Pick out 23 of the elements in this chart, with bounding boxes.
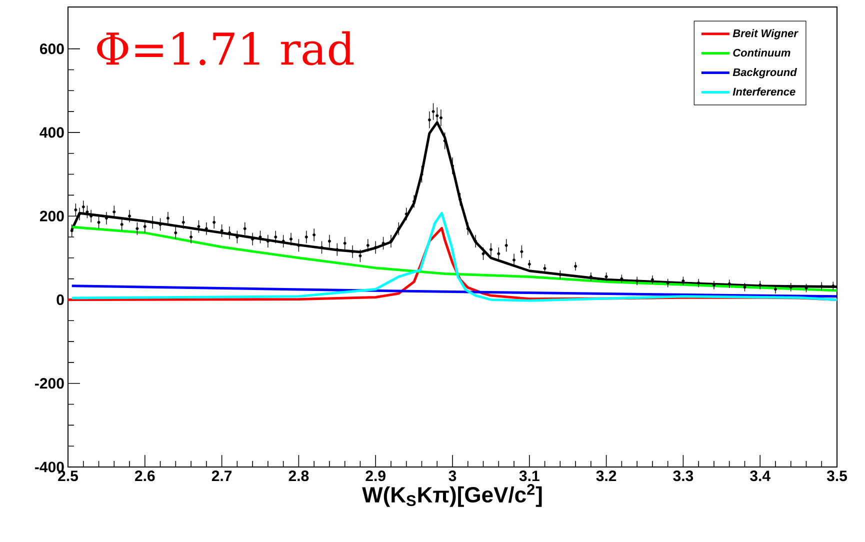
x-tick-label: 2.7 xyxy=(212,470,232,482)
y-tick-label: 0 xyxy=(56,294,64,306)
y-tick-label: -400 xyxy=(35,462,64,472)
x-tick-label: 2.9 xyxy=(366,470,386,482)
legend-label: Interference xyxy=(732,88,796,96)
y-tick-label: 600 xyxy=(40,44,64,54)
legend-label: Background xyxy=(732,68,798,78)
x-tick-label: 3.2 xyxy=(596,470,616,482)
x-tick-label: 2.5 xyxy=(58,470,78,482)
y-tick-label: 200 xyxy=(40,210,64,222)
x-tick-label: 3 xyxy=(448,470,456,482)
x-tick-label: 2.8 xyxy=(288,470,309,482)
y-tick-label: -200 xyxy=(35,378,64,389)
annotation: Φ=1.71 rad xyxy=(97,31,354,66)
legend-label: Continuum xyxy=(733,48,790,57)
x-tick-label: 3.5 xyxy=(826,470,848,482)
y-tick-label: 400 xyxy=(40,127,64,138)
x-tick-label: 3.1 xyxy=(519,470,540,482)
legend-label: Breit Wigner xyxy=(732,29,798,40)
x-axis-title: W(K$_{S}$Kπ)[GeV/c$^{2}$] xyxy=(362,484,542,507)
x-tick-label: 3.4 xyxy=(750,470,770,482)
x-tick-label: 3.3 xyxy=(673,470,694,482)
x-tick-label: 2.6 xyxy=(134,470,155,482)
